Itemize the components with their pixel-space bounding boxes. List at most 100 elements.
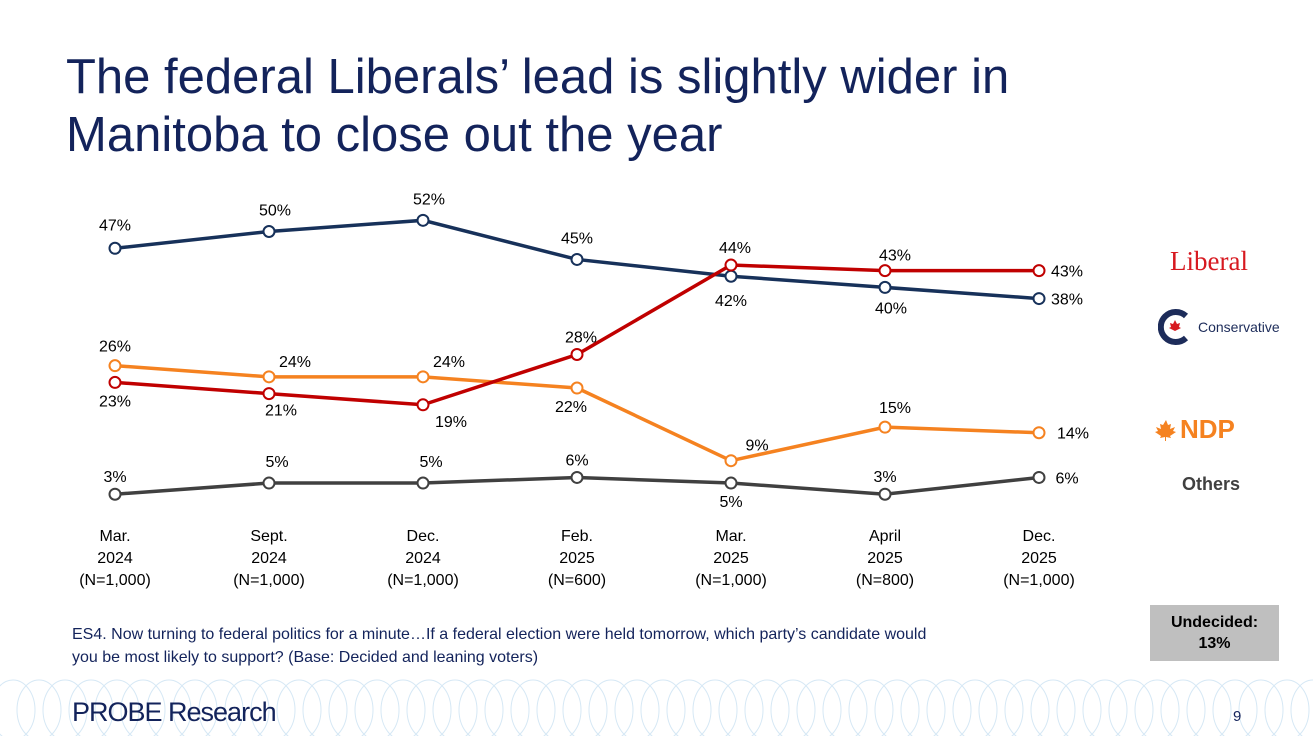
data-point-others <box>262 476 276 490</box>
data-point-others <box>416 476 430 490</box>
x-tick-label: 2025 <box>1021 550 1057 567</box>
data-label: 28% <box>565 329 597 346</box>
undecided-label: Undecided: <box>1170 614 1259 631</box>
pattern-ring <box>900 679 946 736</box>
x-tick-label: (N=1,000) <box>387 572 459 589</box>
legend-liberal: Liberal <box>1170 246 1248 276</box>
page-number: 9 <box>1233 708 1242 725</box>
data-point-ndp <box>108 359 122 373</box>
x-tick-label: Mar. <box>99 528 130 545</box>
pattern-ring <box>744 679 790 736</box>
x-tick-label: (N=600) <box>548 572 606 589</box>
data-label: 40% <box>875 300 907 317</box>
data-label: 23% <box>99 393 131 410</box>
pattern-ring <box>354 679 400 736</box>
undecided-value: 13% <box>1198 635 1231 652</box>
pattern-ring <box>640 679 686 736</box>
data-label: 5% <box>265 454 288 471</box>
data-point-ndp <box>570 381 584 395</box>
pattern-ring <box>1186 679 1232 736</box>
pattern-ring <box>978 679 1024 736</box>
pattern-ring <box>562 679 608 736</box>
x-tick-label: 2025 <box>867 550 903 567</box>
x-tick-label: (N=1,000) <box>233 572 305 589</box>
pattern-ring <box>1030 679 1076 736</box>
pattern-ring <box>848 679 894 736</box>
maple-leaf-icon <box>1155 419 1176 441</box>
pattern-ring <box>1238 679 1284 736</box>
data-label: 5% <box>719 494 742 511</box>
pattern-ring <box>1290 679 1313 736</box>
ndp-logo: NDP <box>1155 414 1235 445</box>
data-label: 21% <box>265 403 297 420</box>
x-tick-label: 2025 <box>713 550 749 567</box>
x-tick-label: 2024 <box>97 550 133 567</box>
x-tick-label: Mar. <box>715 528 746 545</box>
x-tick-label: 2024 <box>405 550 441 567</box>
pattern-ring <box>770 679 816 736</box>
pattern-ring <box>146 679 192 736</box>
data-point-liberal <box>1032 264 1046 278</box>
pattern-ring <box>1056 679 1102 736</box>
data-label: 22% <box>555 399 587 416</box>
legend-ndp: NDP <box>1180 414 1235 444</box>
data-point-liberal <box>878 264 892 278</box>
pattern-ring <box>1264 679 1310 736</box>
data-point-others <box>724 476 738 490</box>
pattern-ring <box>432 679 478 736</box>
data-label: 6% <box>565 452 588 469</box>
x-tick-label: (N=800) <box>856 572 914 589</box>
data-point-conservative <box>1032 292 1046 306</box>
data-label: 43% <box>1051 264 1083 281</box>
data-point-ndp <box>416 370 430 384</box>
data-point-conservative <box>416 213 430 227</box>
data-point-ndp <box>724 454 738 468</box>
data-label: 44% <box>719 240 751 257</box>
pattern-ring <box>1004 679 1050 736</box>
pattern-ring <box>1134 679 1180 736</box>
x-tick-label: April <box>869 528 901 545</box>
slide-title: The federal Liberals’ lead is slightly w… <box>66 50 1010 162</box>
data-label: 5% <box>419 454 442 471</box>
pattern-ring <box>796 679 842 736</box>
pattern-ring <box>484 679 530 736</box>
pattern-ring <box>588 679 634 736</box>
pattern-ring <box>250 679 296 736</box>
data-label: 47% <box>99 217 131 234</box>
data-point-conservative <box>262 225 276 238</box>
pattern-ring <box>926 679 972 736</box>
pattern-ring <box>458 679 504 736</box>
pattern-ring <box>614 679 660 736</box>
pattern-ring <box>120 679 166 736</box>
x-tick-label: Sept. <box>250 528 287 545</box>
undecided-box: Undecided: 13% <box>1150 605 1279 661</box>
data-label: 9% <box>745 438 768 455</box>
data-point-liberal <box>262 387 276 401</box>
pattern-ring <box>302 679 348 736</box>
pattern-ring <box>510 679 556 736</box>
x-tick-label: Feb. <box>561 528 593 545</box>
pattern-ring <box>536 679 582 736</box>
pattern-ring <box>718 679 764 736</box>
data-point-ndp <box>1032 426 1046 440</box>
legend-conservative: Conservative <box>1198 319 1280 335</box>
pattern-ring <box>1108 679 1154 736</box>
pattern-ring <box>406 679 452 736</box>
pattern-ring <box>822 679 868 736</box>
pattern-ring <box>666 679 712 736</box>
liberal-logo: Liberal <box>1170 246 1248 277</box>
pattern-ring <box>692 679 738 736</box>
data-label: 50% <box>259 203 291 220</box>
x-tick-label: (N=1,000) <box>695 572 767 589</box>
data-point-liberal <box>416 398 430 412</box>
x-tick-label: 2025 <box>559 550 595 567</box>
pattern-ring <box>68 679 114 736</box>
data-label: 19% <box>435 414 467 431</box>
question-note: ES4. Now turning to federal politics for… <box>72 626 927 666</box>
x-tick-label: 2024 <box>251 550 287 567</box>
data-label: 26% <box>99 339 131 356</box>
x-tick-label: Dec. <box>407 528 440 545</box>
data-label: 14% <box>1057 426 1089 443</box>
data-point-ndp <box>262 370 276 384</box>
